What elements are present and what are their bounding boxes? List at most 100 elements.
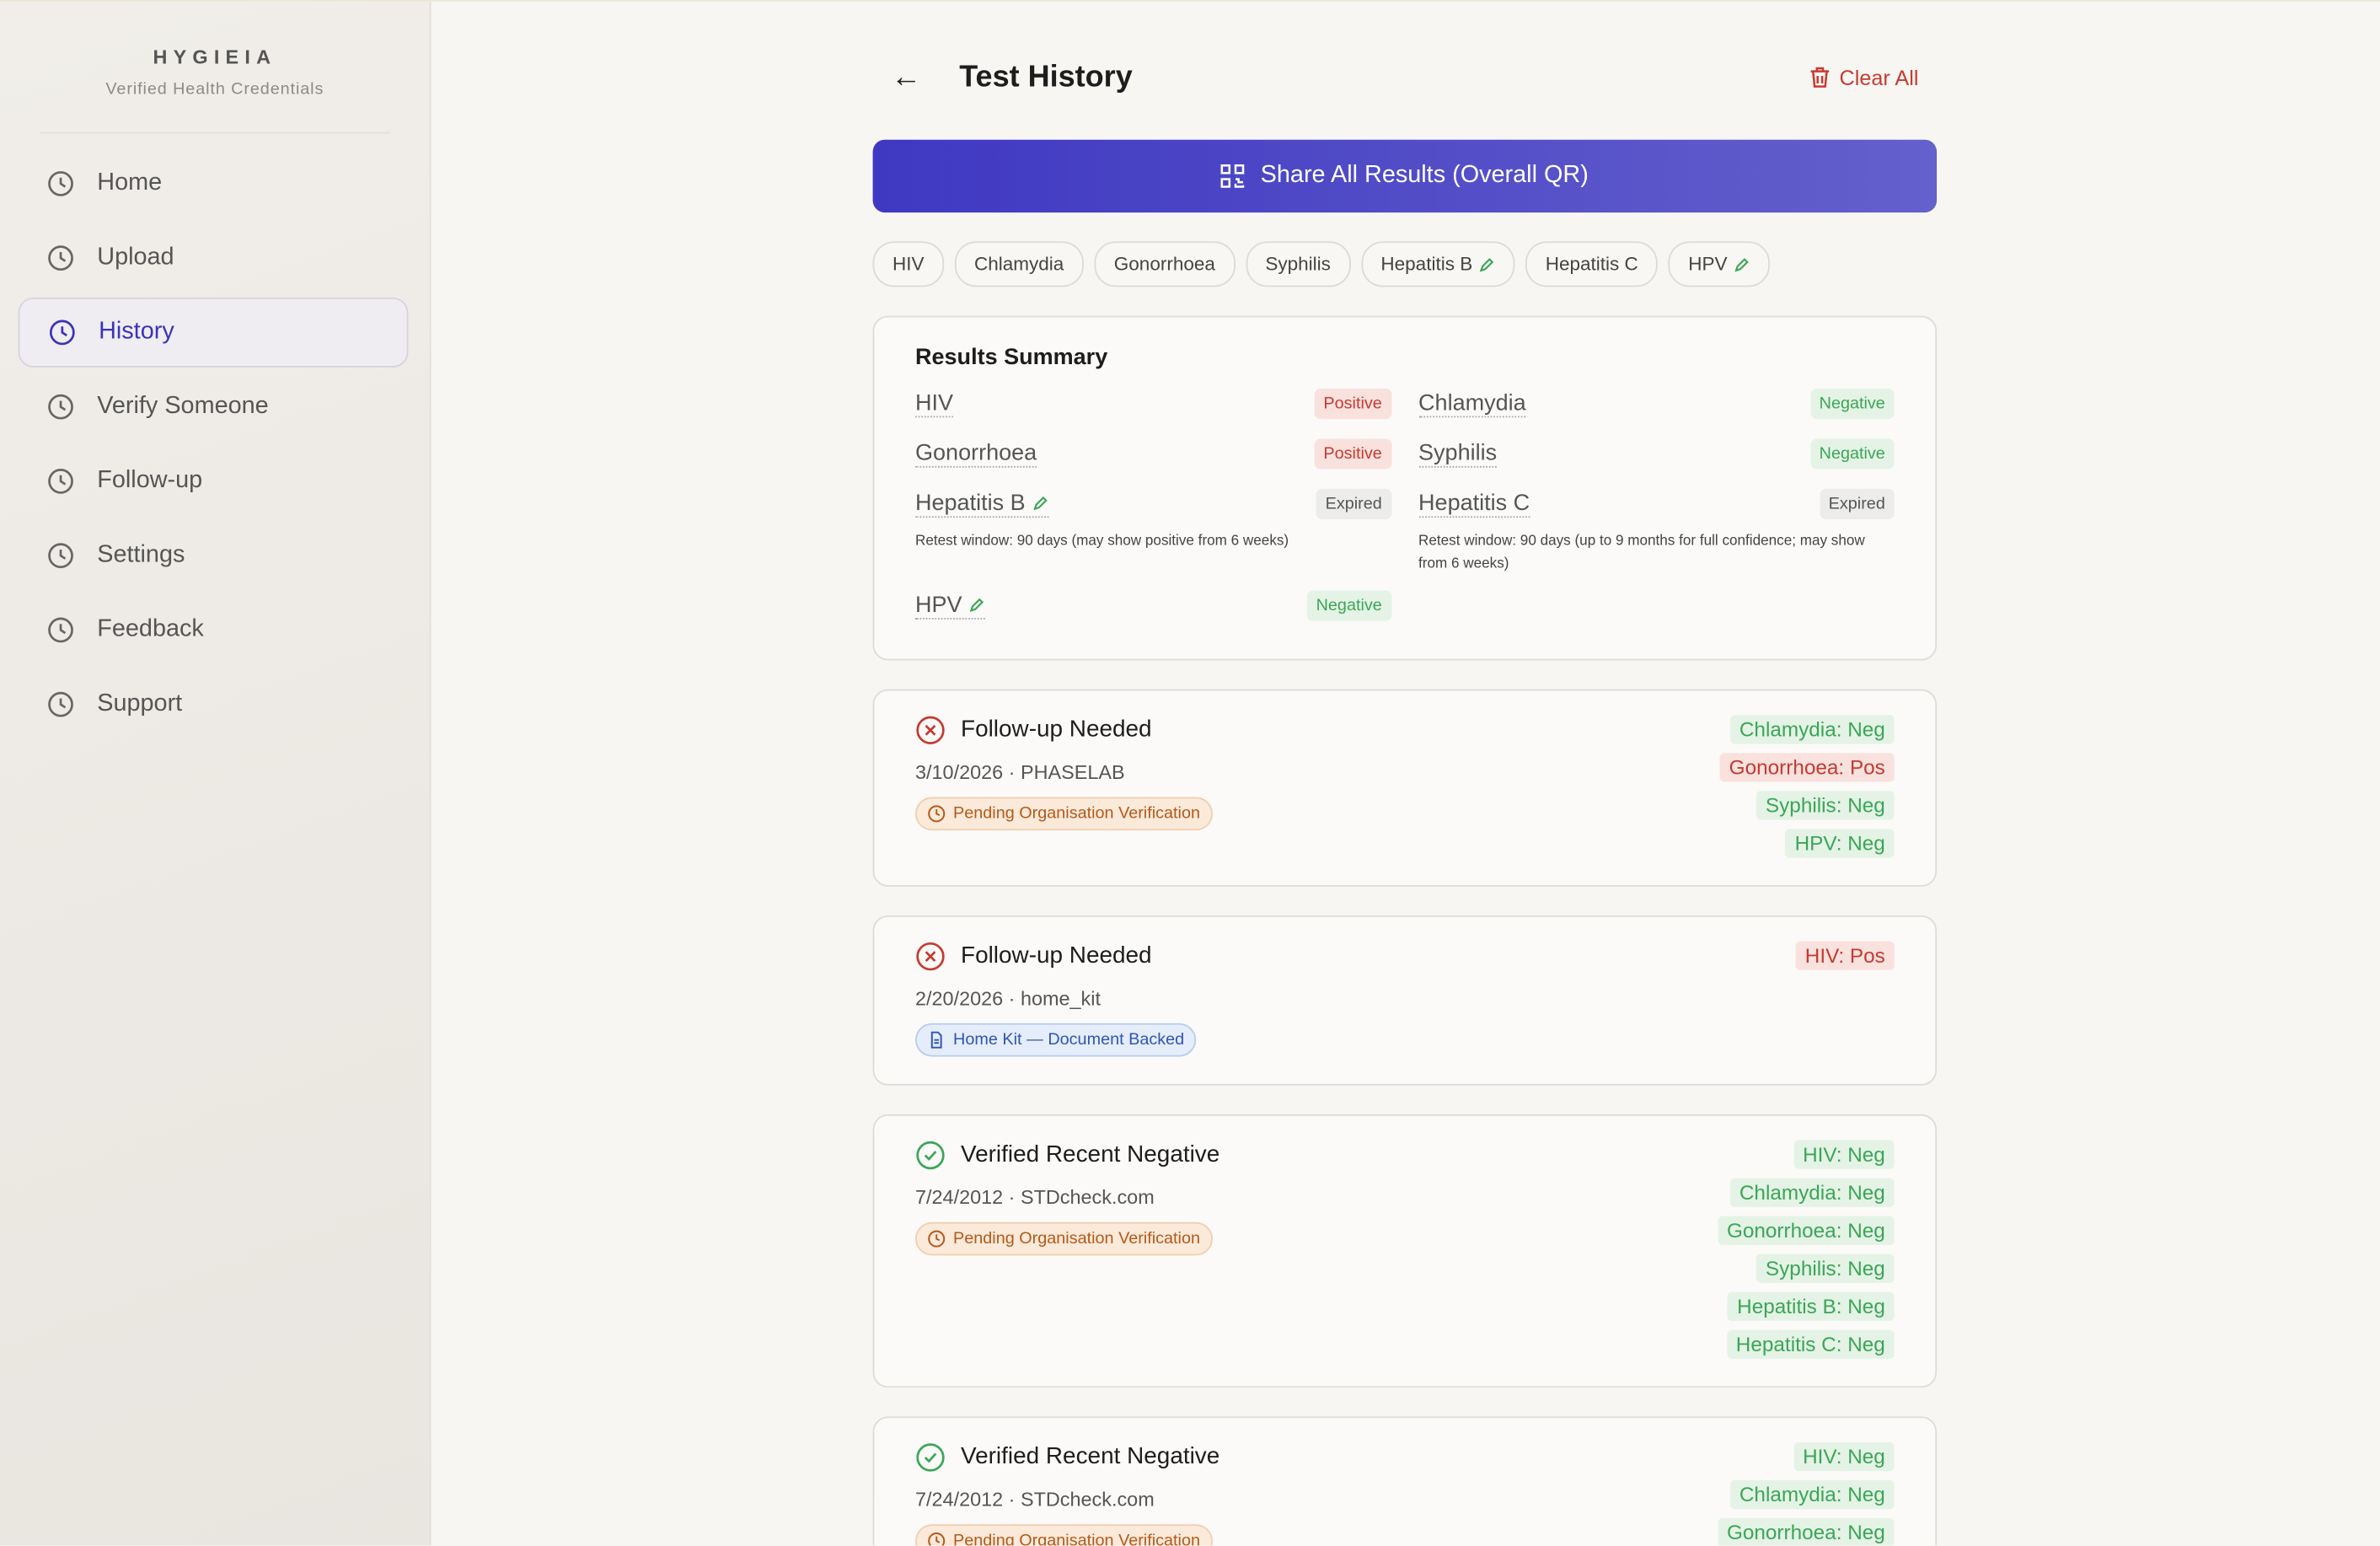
edited-icon: [968, 596, 985, 613]
filter-chip[interactable]: Chlamydia: [954, 241, 1084, 287]
status-pill: Positive: [1314, 388, 1391, 419]
result-tag: Hepatitis C: Neg: [1727, 1329, 1895, 1359]
filter-chip[interactable]: Hepatitis C: [1525, 241, 1659, 287]
status-icon: [915, 1442, 946, 1473]
nav-item[interactable]: Upload: [19, 223, 409, 293]
record-info: Verified Recent Negative 7/24/2012 · STDc…: [915, 1442, 1219, 1546]
badge-icon: [927, 1532, 946, 1546]
summary-row: Hepatitis B Expired: [915, 483, 1391, 524]
main: ← Test History Clear All Share All Resul…: [872, 2, 1938, 1546]
summary-item: Hepatitis B Expired Retest window: 90 days…: [915, 483, 1391, 576]
chip-label: Chlamydia: [973, 253, 1064, 275]
summary-grid: HIV Positive Chlamydia Negative Gonorrhoea Po…: [915, 383, 1895, 635]
summary-item: Hepatitis C Expired Retest window: 90 days…: [1418, 483, 1895, 576]
share-label: Share All Results (Overall QR): [1260, 162, 1589, 189]
record-card[interactable]: Follow-up Needed 2/20/2026 · home_kit Home…: [872, 915, 1938, 1086]
edited-icon: [1032, 494, 1048, 511]
record-card[interactable]: Verified Recent Negative 7/24/2012 · STDc…: [872, 1114, 1938, 1388]
nav-item[interactable]: Home: [19, 148, 409, 218]
tagline: Verified Health Credentials: [105, 80, 324, 99]
record-title: Follow-up Needed: [915, 715, 1212, 745]
nav-label: Upload: [97, 244, 174, 271]
summary-row: Gonorrhoea Positive: [915, 432, 1391, 474]
filter-chip[interactable]: Gonorrhoea: [1094, 241, 1236, 287]
result-tag: HIV: Pos: [1795, 941, 1895, 970]
nav-icon: [46, 615, 97, 645]
record-date: 3/10/2026 · PHASELAB: [915, 760, 1125, 784]
summary-item: HIV Positive: [915, 383, 1391, 424]
status-pill: Negative: [1809, 437, 1895, 469]
clear-all[interactable]: Clear All: [1808, 65, 1919, 90]
record-title-text: Verified Recent Negative: [961, 1443, 1220, 1470]
record-title-text: Follow-up Needed: [961, 942, 1152, 969]
nav-label: Feedback: [97, 616, 204, 642]
result-tag: HPV: Neg: [1785, 829, 1895, 858]
nav-icon: [46, 169, 97, 199]
chip-label: Hepatitis C: [1545, 253, 1638, 275]
test-label: Hepatitis C: [1418, 489, 1530, 516]
badge-label: Pending Organisation Verification: [953, 1229, 1200, 1248]
record-date: 2/20/2026 · home_kit: [915, 986, 1101, 1010]
nav-item[interactable]: Settings: [19, 521, 409, 591]
test-name: Hepatitis C: [1418, 489, 1530, 518]
nav-item[interactable]: Follow-up: [19, 446, 409, 516]
nav-label: Follow-up: [97, 467, 203, 494]
test-label: Chlamydia: [1418, 389, 1526, 416]
record-badge: Pending Organisation Verification: [915, 1524, 1213, 1546]
record-title-text: Follow-up Needed: [961, 717, 1152, 743]
summary-item: Syphilis Negative: [1418, 432, 1895, 474]
edited-icon: [1734, 255, 1750, 272]
summary-row: HPV Negative: [915, 584, 1391, 625]
result-tag: Syphilis: Neg: [1756, 1253, 1895, 1283]
summary-row: Syphilis Negative: [1418, 432, 1895, 474]
result-tag: Gonorrhoea: Neg: [1718, 1216, 1895, 1245]
record-results: HIV: Neg Chlamydia: Neg Gonorrhoea: Neg: [1718, 1441, 1895, 1546]
test-label: Hepatitis B: [915, 489, 1026, 516]
chip-label: Gonorrhoea: [1113, 253, 1215, 275]
record-date: 7/24/2012 · STDcheck.com: [915, 1185, 1155, 1209]
divider: [39, 132, 390, 134]
test-label: HIV: [915, 389, 954, 416]
retest-note: Retest window: 90 days (up to 9 months f…: [1418, 533, 1865, 572]
badge-icon: [927, 1031, 946, 1049]
nav-item[interactable]: Feedback: [19, 595, 409, 665]
record-info: Follow-up Needed 2/20/2026 · home_kit Home…: [915, 942, 1197, 1057]
filter-chip[interactable]: HPV: [1668, 241, 1770, 287]
nav-label: Settings: [97, 541, 185, 568]
nav-label: Support: [97, 690, 183, 717]
nav-item[interactable]: Support: [19, 669, 409, 739]
clear-label: Clear All: [1839, 65, 1919, 90]
nav-icon: [46, 392, 97, 422]
result-tag: Chlamydia: Neg: [1730, 1479, 1895, 1510]
record-date: 7/24/2012 · STDcheck.com: [915, 1487, 1155, 1511]
record-results: HIV: Neg Chlamydia: Neg Gonorrhoea: Neg Syp…: [1718, 1140, 1895, 1359]
status-icon: [915, 715, 946, 745]
retest-note: Retest window: 90 days (may show positiv…: [915, 533, 1289, 550]
status-icon: [915, 942, 946, 972]
back-button[interactable]: ←: [891, 60, 922, 94]
nav-icon: [46, 243, 97, 273]
record-info: Follow-up Needed 3/10/2026 · PHASELAB Pend…: [915, 715, 1213, 857]
nav-icon: [46, 540, 97, 571]
record-title: Verified Recent Negative: [915, 1442, 1219, 1473]
result-tag: Syphilis: Neg: [1756, 791, 1895, 820]
badge-label: Home Kit — Document Backed: [953, 1030, 1185, 1049]
chip-label: HIV: [892, 253, 925, 275]
filter-chip[interactable]: HIV: [872, 241, 944, 287]
chip-label: Syphilis: [1265, 253, 1331, 275]
summary-item: Chlamydia Negative: [1418, 383, 1895, 424]
record-card[interactable]: Verified Recent Negative 7/24/2012 · STDc…: [872, 1416, 1938, 1546]
result-tag: Gonorrhoea: Pos: [1719, 753, 1895, 782]
test-name: Gonorrhoea: [915, 439, 1037, 467]
nav-item[interactable]: Verify Someone: [19, 372, 409, 442]
test-name: Syphilis: [1418, 439, 1498, 467]
filter-chip[interactable]: Syphilis: [1245, 241, 1351, 287]
nav-item[interactable]: History: [18, 297, 409, 368]
share-button[interactable]: Share All Results (Overall QR): [872, 139, 1938, 213]
filter-chip[interactable]: Hepatitis B: [1360, 241, 1515, 287]
record-card[interactable]: Follow-up Needed 3/10/2026 · PHASELAB Pend…: [872, 689, 1938, 887]
record-results: Chlamydia: Neg Gonorrhoea: Pos Syphilis: N…: [1719, 715, 1895, 858]
status-pill: Expired: [1316, 488, 1391, 519]
